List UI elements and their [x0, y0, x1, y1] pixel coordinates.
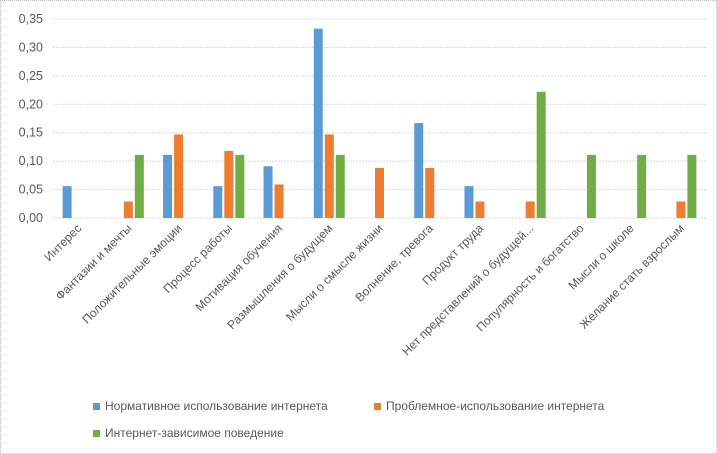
bar-2-3	[235, 154, 245, 218]
y-tick-label: 0,20	[19, 97, 43, 111]
bar-0-8	[464, 186, 474, 218]
y-tick-label: 0,00	[19, 211, 43, 225]
x-tick-label: Мотивация обучения	[192, 221, 285, 314]
y-tick-label: 0,15	[19, 126, 43, 140]
bar-0-7	[414, 123, 424, 218]
bar-1-2	[174, 134, 184, 218]
bar-0-4	[263, 166, 273, 218]
bar-2-10	[586, 154, 596, 218]
legend-label: Интернет-зависимое поведение	[105, 426, 284, 440]
x-tick-label: Интерес	[41, 221, 84, 264]
bar-0-2	[163, 154, 173, 218]
bar-1-12	[676, 201, 686, 218]
x-tick-label: Положительные эмоции	[79, 221, 184, 326]
legend-swatch	[93, 429, 100, 437]
bar-0-5	[313, 28, 323, 219]
y-tick-label: 0,35	[19, 12, 43, 26]
bar-2-9	[536, 91, 546, 218]
bar-0-3	[213, 186, 223, 218]
x-tick-label: Размышления о будущем	[224, 221, 335, 332]
y-tick-label: 0,10	[19, 154, 43, 168]
y-tick-label: 0,30	[19, 40, 43, 54]
legend-item-2: Интернет-зависимое поведение	[93, 426, 284, 440]
bar-1-8	[475, 201, 485, 218]
x-tick-label: Мысли о смысле жизни	[283, 221, 386, 324]
bar-1-5	[324, 134, 334, 218]
bar-2-12	[687, 154, 697, 218]
legend-label: Проблемное-использование интернета	[386, 399, 605, 413]
bar-0-0	[62, 186, 72, 218]
y-tick-label: 0,05	[19, 183, 43, 197]
bar-2-5	[335, 154, 345, 218]
y-tick-label: 0,25	[19, 69, 43, 83]
bar-1-9	[525, 201, 535, 218]
x-tick-label: Желание стать взрослым	[577, 221, 687, 331]
bar-1-6	[375, 167, 384, 218]
bar-1-1	[123, 201, 133, 218]
legend-item-1: Проблемное-использование интернета	[374, 399, 604, 413]
legend-swatch	[93, 402, 100, 410]
bar-2-11	[637, 154, 647, 218]
bar-2-1	[134, 154, 144, 218]
bar-1-7	[425, 167, 435, 218]
legend-label: Нормативное использование интернета	[105, 399, 328, 413]
bar-1-3	[224, 150, 234, 218]
legend-item-0: Нормативное использование интернета	[93, 399, 328, 413]
bar-1-4	[274, 184, 284, 218]
legend-swatch	[374, 402, 381, 410]
